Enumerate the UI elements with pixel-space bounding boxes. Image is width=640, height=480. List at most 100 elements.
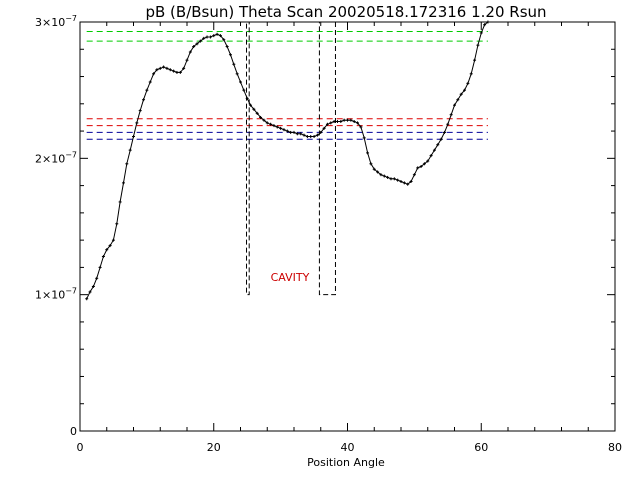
data-point [101,254,105,258]
data-point [379,173,383,177]
data-point [142,98,146,102]
data-point [442,130,446,134]
data-point [409,180,413,184]
data-point [232,62,236,66]
data-point [165,66,169,70]
data-point [299,132,303,136]
data-point [466,81,470,85]
data-point [158,66,162,70]
y-axis: 0 1×10−7 2×10−7 3×10−7 [35,14,615,438]
data-point [302,133,306,137]
data-point [125,162,129,166]
data-point [396,178,400,182]
plot-frame [79,21,616,432]
data-point [309,135,313,139]
data-point [111,238,115,242]
data-point [105,248,109,252]
data-point [416,166,420,170]
data-point [262,118,266,122]
data-point [259,115,263,119]
x-tick-label: 80 [608,441,622,454]
cavity-label: CAVITY [271,271,310,284]
data-point [198,39,202,43]
x-axis-title: Position Angle [307,456,385,469]
data-point [346,118,349,122]
data-point [269,122,273,126]
data-point [275,125,279,129]
y-tick-label: 1×10−7 [35,287,77,302]
data-point [305,135,309,139]
data-point [376,170,380,174]
data-point [88,290,92,294]
data-point [242,88,246,92]
x-tick-label: 60 [474,441,488,454]
x-tick-label: 20 [207,441,221,454]
data-point [389,177,393,181]
data-point [342,118,346,122]
data-point [192,45,196,49]
data-point [476,43,480,47]
data-point [402,181,406,185]
data-point [382,174,386,178]
data-point [315,133,319,137]
data-point [168,68,172,72]
data-point [339,120,343,124]
data-point [245,96,249,100]
data-point [419,165,423,169]
data-point [175,70,179,74]
data-point [459,92,463,96]
data-point [352,120,356,124]
data-point [483,23,487,27]
x-tick-label: 40 [341,441,355,454]
data-point [335,120,339,124]
data-point [172,69,176,73]
data-point [282,128,286,132]
y-tick-label: 0 [70,425,77,438]
data-point [426,159,430,163]
data-point [155,68,159,72]
data-point [369,162,373,166]
y-tick-label: 2×10−7 [35,150,77,165]
data-point [469,72,473,76]
data-point [225,45,229,49]
data-point [272,124,276,128]
data-point [453,103,456,107]
reference-lines [86,31,488,140]
data-point [195,42,199,46]
data-point [138,109,142,113]
data-point [205,35,209,39]
data-point [436,143,440,147]
data-point [249,103,253,107]
data-point [218,34,222,38]
y-tick-label: 3×10−7 [35,14,77,29]
data-point [432,148,436,152]
data-point [292,130,296,134]
data-point [362,136,366,140]
data-point [108,244,112,248]
data-point [406,182,410,186]
data-point [463,88,467,92]
data-point [128,148,132,152]
series [85,20,490,301]
data-point [422,162,426,166]
data-point [412,173,416,177]
data-point [322,126,326,130]
data-point [145,88,149,92]
data-point [132,135,135,139]
data-point [312,135,316,139]
data-point [118,200,122,204]
x-axis: 0 20 40 60 80 [77,22,622,454]
data-point [325,122,329,126]
data-point [439,137,443,141]
data-point [115,222,119,226]
data-point [148,80,152,84]
data-point [239,80,242,84]
data-point [392,177,396,181]
data-point [228,53,232,57]
data-point [319,130,323,134]
data-point [185,58,189,62]
data-point [285,129,289,133]
data-point [289,130,293,134]
